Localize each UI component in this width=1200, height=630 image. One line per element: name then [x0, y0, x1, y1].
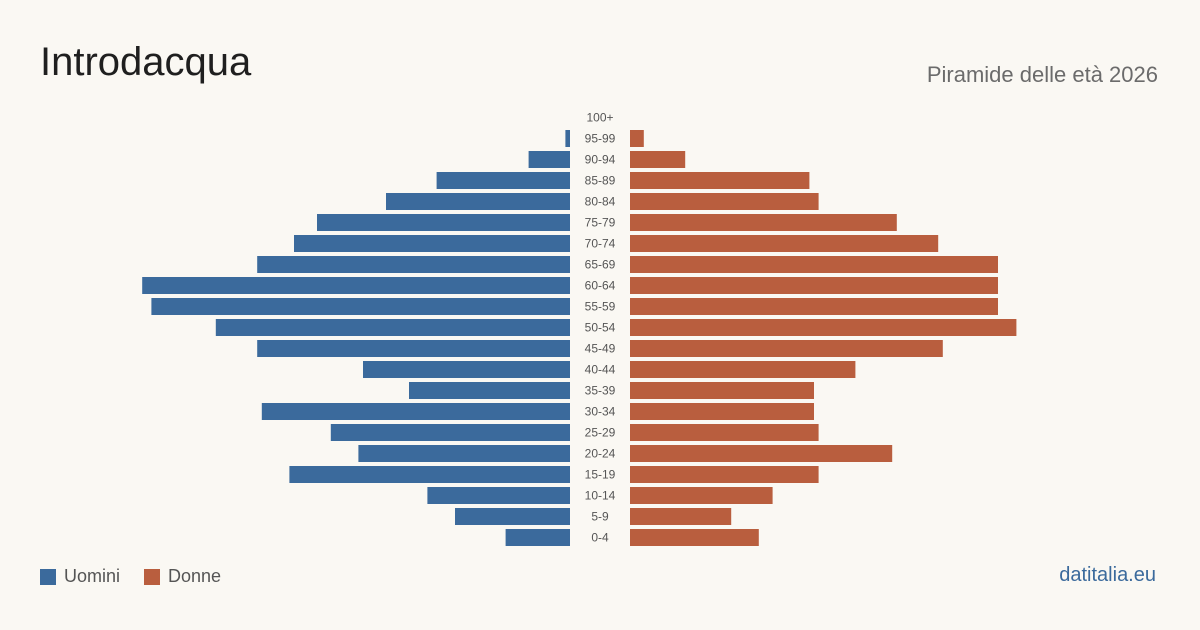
age-label-0-4: 0-4: [591, 531, 609, 545]
bar-male-25-29: [330, 424, 570, 441]
bar-male-5-9: [455, 508, 570, 525]
age-label-100: 100+: [586, 111, 613, 125]
age-label-80-84: 80-84: [585, 195, 616, 209]
legend-swatch-male: [40, 568, 56, 585]
chart-subtitle: Piramide delle età 2026: [926, 62, 1158, 87]
age-label-50-54: 50-54: [585, 321, 616, 335]
bar-female-60-64: [630, 277, 998, 294]
bar-female-5-9: [630, 508, 732, 525]
age-label-55-59: 55-59: [585, 300, 616, 314]
bar-female-85-89: [630, 172, 810, 189]
bar-male-50-54: [215, 319, 571, 336]
brand-link[interactable]: datitalia.eu: [1059, 564, 1156, 586]
age-label-60-64: 60-64: [585, 279, 616, 293]
bar-female-25-29: [630, 424, 819, 441]
bar-male-60-64: [142, 277, 570, 294]
bar-male-45-49: [257, 340, 570, 357]
legend-swatch-female: [144, 568, 161, 585]
bar-female-30-34: [630, 403, 814, 420]
bar-male-65-69: [257, 256, 570, 273]
bar-female-15-19: [630, 466, 819, 483]
age-label-15-19: 15-19: [585, 468, 616, 482]
bar-male-40-44: [363, 361, 570, 378]
age-label-35-39: 35-39: [585, 384, 616, 398]
legend-label-female: Donne: [168, 566, 222, 586]
bar-female-40-44: [630, 361, 856, 378]
female-bars: [630, 130, 1017, 546]
age-label-25-29: 25-29: [585, 426, 616, 440]
bar-male-75-79: [317, 214, 570, 231]
bar-female-55-59: [630, 298, 998, 315]
age-label-30-34: 30-34: [585, 405, 616, 419]
age-label-10-14: 10-14: [585, 489, 616, 503]
age-label-75-79: 75-79: [585, 216, 616, 230]
legend-label-male: Uomini: [64, 566, 121, 586]
bar-male-0-4: [505, 529, 570, 546]
age-label-90-94: 90-94: [585, 153, 616, 167]
age-label-5-9: 5-9: [591, 510, 609, 524]
bar-female-95-99: [630, 130, 644, 147]
legend-item-female: Donne: [144, 566, 221, 587]
bar-female-65-69: [630, 256, 998, 273]
bar-female-45-49: [630, 340, 943, 357]
bar-female-20-24: [630, 445, 893, 462]
bar-male-55-59: [151, 298, 570, 315]
bar-female-10-14: [630, 487, 773, 504]
bar-male-35-39: [409, 382, 570, 399]
age-label-40-44: 40-44: [585, 363, 616, 377]
legend: Uomini Donne: [40, 566, 245, 587]
age-label-95-99: 95-99: [585, 132, 616, 146]
bar-male-10-14: [427, 487, 570, 504]
bar-female-80-84: [630, 193, 819, 210]
age-group-labels: 100+ 95-99 90-94 85-89 80-84 75-79 70-74 65-69 6…: [585, 111, 616, 545]
bar-female-35-39: [630, 382, 814, 399]
bar-male-85-89: [436, 172, 570, 189]
bar-male-20-24: [358, 445, 570, 462]
bar-male-70-74: [294, 235, 570, 252]
bar-female-90-94: [630, 151, 686, 168]
male-bars: [142, 130, 571, 546]
age-label-85-89: 85-89: [585, 174, 616, 188]
age-label-65-69: 65-69: [585, 258, 616, 272]
bar-male-30-34: [261, 403, 570, 420]
bar-male-95-99: [565, 130, 570, 147]
bar-female-70-74: [630, 235, 939, 252]
bar-female-0-4: [630, 529, 759, 546]
legend-item-male: Uomini: [40, 566, 120, 587]
age-label-20-24: 20-24: [585, 447, 616, 461]
chart-title: Introdacqua: [40, 40, 252, 84]
bar-female-75-79: [630, 214, 897, 231]
bar-male-80-84: [386, 193, 570, 210]
bar-male-15-19: [289, 466, 570, 483]
bar-male-90-94: [528, 151, 570, 168]
bar-female-50-54: [630, 319, 1017, 336]
age-label-45-49: 45-49: [585, 342, 616, 356]
age-label-70-74: 70-74: [585, 237, 616, 251]
